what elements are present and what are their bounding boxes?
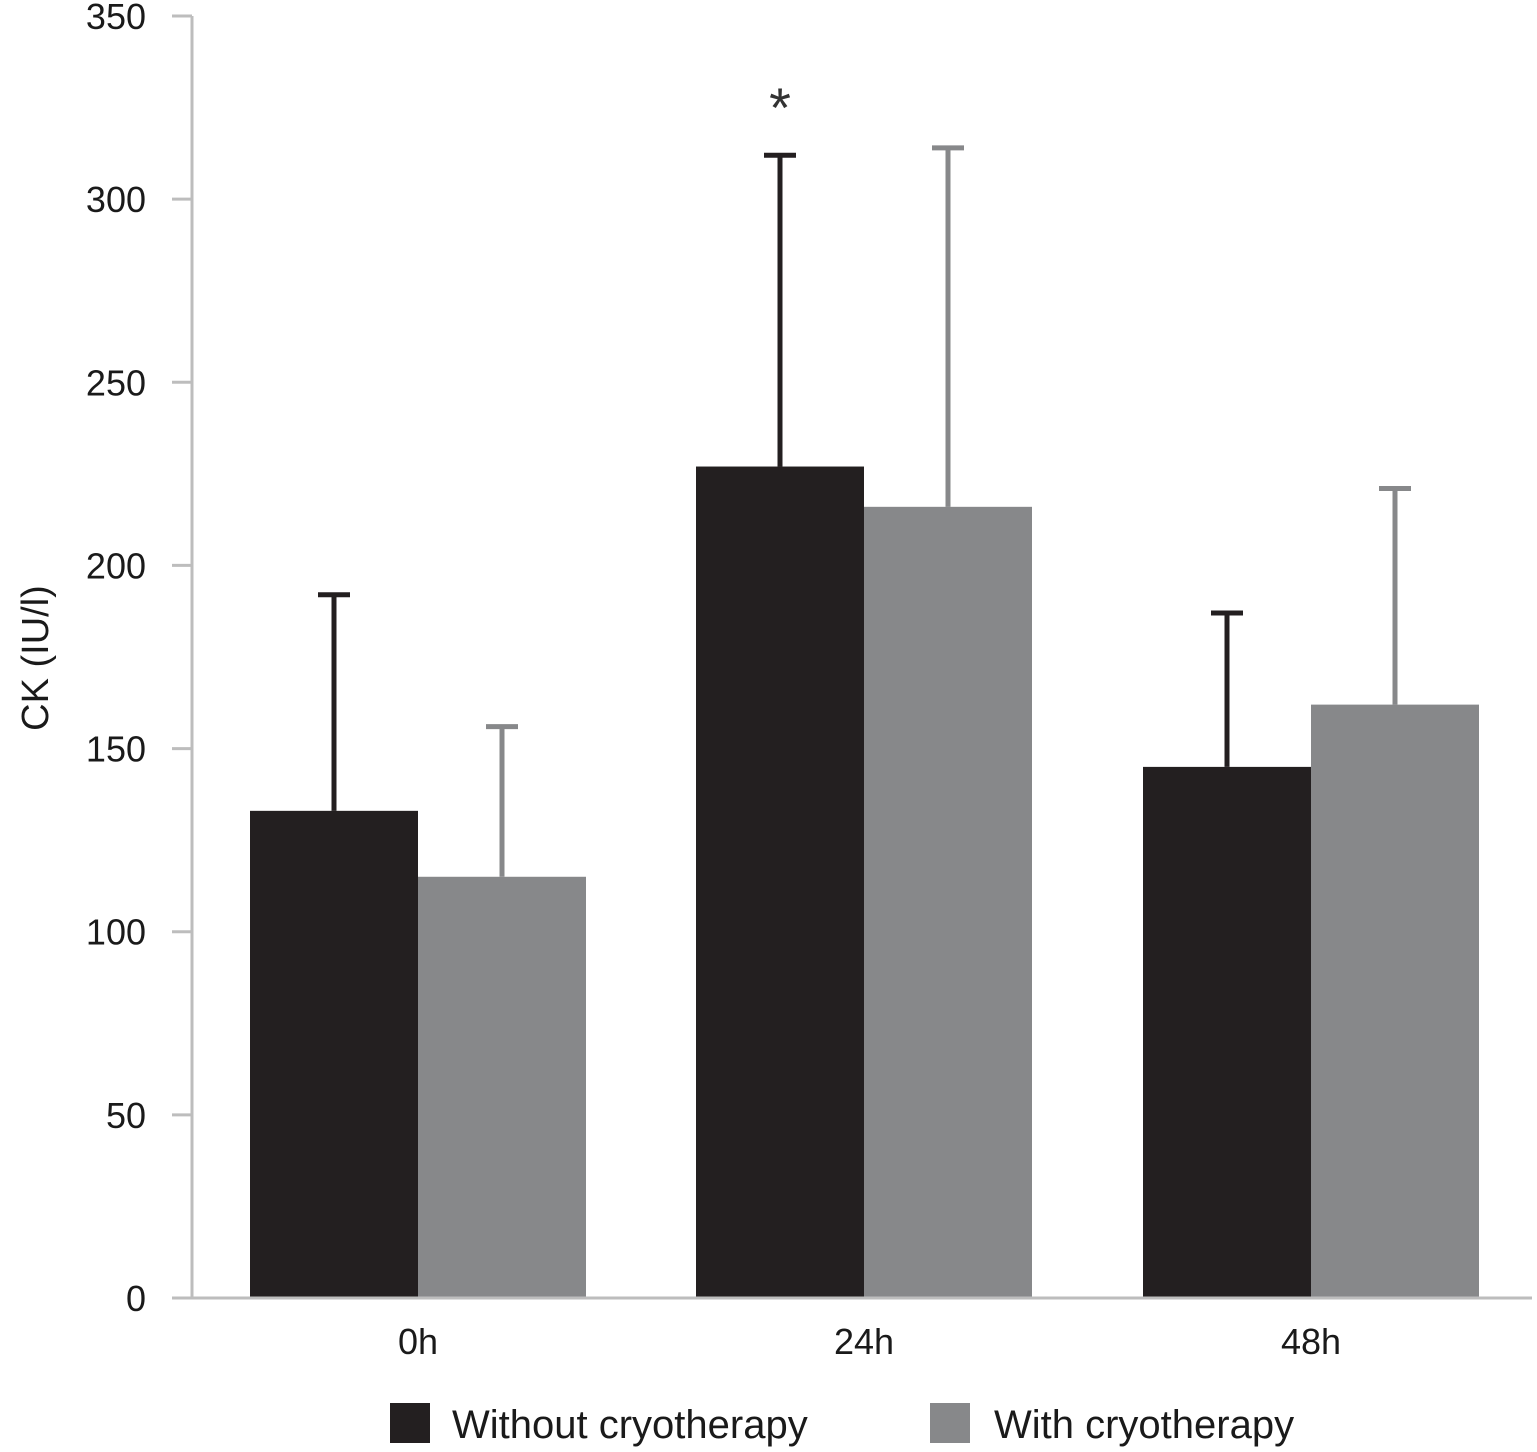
- y-tick-label: 150: [86, 729, 146, 770]
- x-axis-labels: 0h 24h 48h: [398, 1321, 1341, 1362]
- bars: [250, 466, 1479, 1298]
- error-bars: [318, 145, 1411, 877]
- y-tick-label: 300: [86, 179, 146, 220]
- annotations: *: [769, 76, 791, 139]
- significance-asterisk: *: [769, 76, 791, 139]
- x-tick-label: 48h: [1281, 1321, 1341, 1362]
- y-tick-label: 350: [86, 0, 146, 37]
- y-tick-label: 100: [86, 912, 146, 953]
- y-axis-ticks: 0 50 100 150 200 250 300 350: [86, 0, 192, 1319]
- legend-item-with: With cryotherapy: [930, 1403, 1294, 1447]
- y-tick-label: 200: [86, 545, 146, 586]
- legend-label: Without cryotherapy: [452, 1403, 808, 1447]
- legend-swatch: [390, 1403, 430, 1443]
- y-tick-label: 250: [86, 362, 146, 403]
- x-tick-label: 0h: [398, 1321, 438, 1362]
- bar-0h-without: [250, 810, 418, 1298]
- bar-48h-with: [1311, 704, 1479, 1298]
- y-tick-label: 0: [126, 1278, 146, 1319]
- y-tick-label: 50: [106, 1095, 146, 1136]
- legend-label: With cryotherapy: [994, 1403, 1294, 1447]
- bar-0h-with: [418, 876, 586, 1298]
- bar-48h-without: [1143, 766, 1311, 1298]
- bar-24h-without: [696, 466, 864, 1298]
- bar-24h-with: [864, 506, 1032, 1298]
- x-tick-label: 24h: [834, 1321, 894, 1362]
- legend: Without cryotherapy With cryotherapy: [390, 1403, 1294, 1447]
- legend-item-without: Without cryotherapy: [390, 1403, 808, 1447]
- y-axis-title: CK (IU/l): [15, 585, 57, 731]
- legend-swatch: [930, 1403, 970, 1443]
